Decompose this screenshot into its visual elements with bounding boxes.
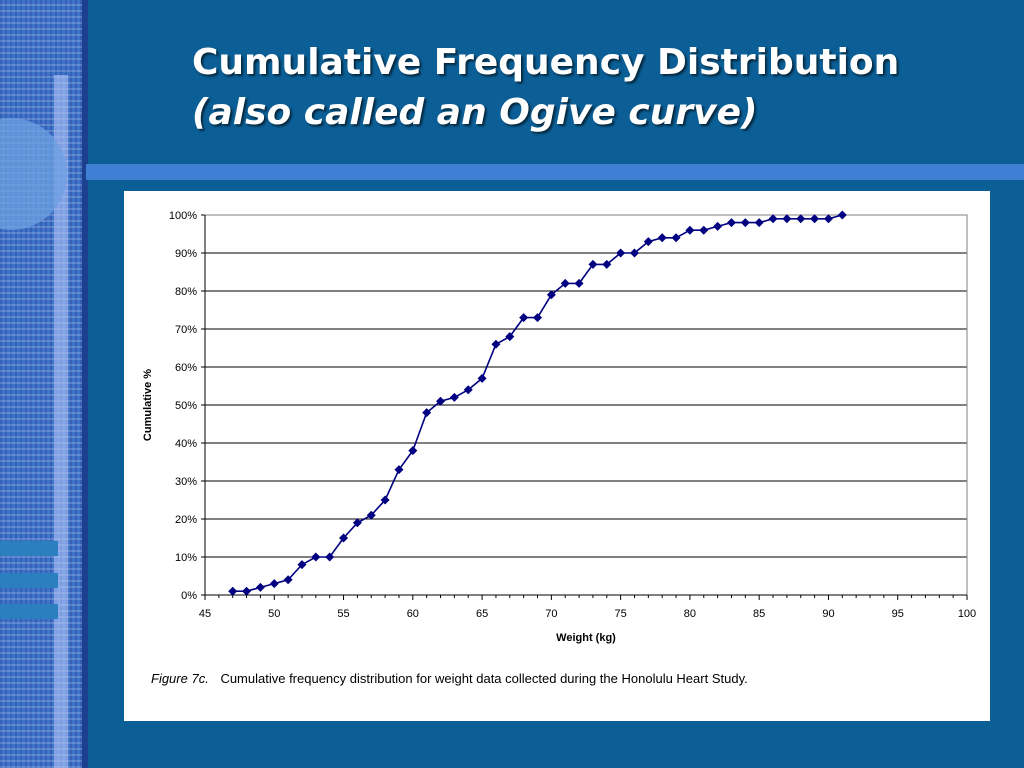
data-point-marker: [519, 313, 529, 323]
figure-caption: Figure 7c. Cumulative frequency distribu…: [151, 671, 748, 686]
data-point-marker: [311, 552, 321, 562]
data-point-marker: [823, 214, 833, 224]
x-tick-label: 70: [545, 608, 557, 620]
data-point-marker: [560, 278, 570, 288]
data-point-marker: [699, 225, 709, 235]
y-tick-label: 100%: [169, 210, 197, 222]
y-tick-label: 60%: [175, 362, 197, 374]
x-tick-label: 95: [892, 608, 904, 620]
x-tick-label: 100: [958, 608, 976, 620]
slide-title: Cumulative Frequency Distribution (also …: [192, 38, 899, 138]
data-point-marker: [629, 248, 639, 258]
y-tick-label: 30%: [175, 476, 197, 488]
x-tick-label: 65: [476, 608, 488, 620]
data-point-marker: [297, 560, 307, 570]
data-point-marker: [505, 332, 515, 342]
data-point-marker: [810, 214, 820, 224]
y-axis-label: Cumulative %: [142, 369, 154, 441]
data-point-marker: [491, 339, 501, 349]
decorative-vertical-bar: [54, 75, 68, 768]
x-tick-label: 90: [822, 608, 834, 620]
data-point-marker: [366, 510, 376, 520]
data-point-marker: [394, 465, 404, 475]
chart-panel: 0% 10% 20% 30% 40% 50% 60% 70% 80% 90% 100% 45 50 55 6…: [124, 191, 990, 721]
x-tick-label: 50: [268, 608, 280, 620]
y-tick-label: 90%: [175, 248, 197, 260]
decorative-side-strip: [0, 0, 86, 768]
decorative-strip-edge: [82, 0, 88, 768]
y-tick-label: 50%: [175, 400, 197, 412]
data-point-marker: [283, 575, 293, 585]
decorative-bar: [0, 573, 58, 588]
data-point-marker: [588, 259, 598, 269]
data-point-marker: [616, 248, 626, 258]
series-line: [232, 214, 843, 593]
data-point-marker: [352, 518, 362, 528]
x-tick-label: 80: [684, 608, 696, 620]
data-point-marker: [602, 259, 612, 269]
x-tick-label: 75: [615, 608, 627, 620]
figure-label: Figure 7c.: [151, 671, 209, 686]
data-point-marker: [685, 225, 695, 235]
title-underline-bar: [86, 164, 1024, 180]
data-point-marker: [533, 313, 543, 323]
data-point-marker: [408, 446, 418, 456]
data-point-marker: [796, 214, 806, 224]
data-point-marker: [380, 495, 390, 505]
data-point-marker: [740, 218, 750, 228]
x-tick-label: 55: [337, 608, 349, 620]
data-point-marker: [269, 579, 279, 589]
y-tick-label: 20%: [175, 514, 197, 526]
x-tick-label: 45: [199, 608, 211, 620]
y-tick-label: 0%: [181, 590, 197, 602]
title-line: Cumulative Frequency Distribution: [192, 42, 900, 83]
data-point-marker: [754, 218, 764, 228]
data-point-marker: [477, 373, 487, 383]
data-point-marker: [768, 214, 778, 224]
y-tick-label: 70%: [175, 324, 197, 336]
x-tick-label: 85: [753, 608, 765, 620]
data-point-marker: [671, 233, 681, 243]
data-point-marker: [255, 582, 265, 592]
data-point-marker: [463, 385, 473, 395]
data-point-marker: [713, 221, 723, 231]
y-tick-label: 40%: [175, 438, 197, 450]
data-point-marker: [643, 237, 653, 247]
data-point-marker: [574, 278, 584, 288]
x-tick-label: 60: [407, 608, 419, 620]
data-point-marker: [657, 233, 667, 243]
data-point-marker: [325, 552, 335, 562]
ogive-chart: 0% 10% 20% 30% 40% 50% 60% 70% 80% 90% 100% 45 50 55 6…: [142, 210, 976, 644]
data-point-marker: [546, 290, 556, 300]
data-point-marker: [837, 210, 847, 220]
data-point-marker: [726, 218, 736, 228]
decorative-bar: [0, 541, 58, 556]
data-point-marker: [449, 392, 459, 402]
data-point-marker: [782, 214, 792, 224]
data-point-marker: [436, 396, 446, 406]
decorative-bar: [0, 604, 58, 619]
data-point-marker: [422, 408, 432, 418]
y-tick-label: 80%: [175, 286, 197, 298]
caption-text: Cumulative frequency distribution for we…: [220, 671, 748, 686]
data-point-marker: [339, 533, 349, 543]
y-tick-label: 10%: [175, 552, 197, 564]
data-point-marker: [228, 586, 238, 596]
subtitle-line: (also called an Ogive curve): [192, 92, 758, 133]
data-point-marker: [242, 586, 252, 596]
x-axis-label: Weight (kg): [556, 632, 616, 644]
